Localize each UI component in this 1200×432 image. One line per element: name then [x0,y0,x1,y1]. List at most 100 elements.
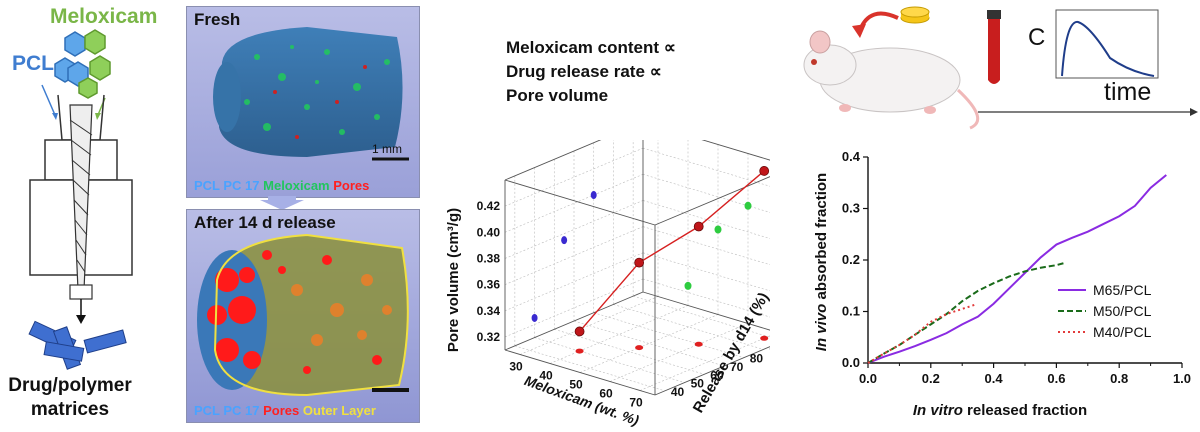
grid-line [504,174,644,233]
legend-pores: Pores [333,178,370,193]
chart2d-axes: 0.0 0.2 0.4 0.6 0.8 1.0 0.0 0.1 0.2 0.3 0.4 [842,149,1191,386]
extruder-schematic [28,29,133,370]
projection-point-yz [531,313,538,322]
y-tick-label: 90 [769,343,770,357]
meloxicam-hexagons-icon [78,29,111,99]
x-tick-label: 0.8 [1110,371,1128,386]
ylabel-italic: In vivo [813,304,830,352]
after-legend: PCL PC 17 Pores Outer Layer [194,403,376,418]
z-tick-label: 0.32 [477,330,501,344]
data-point [693,221,704,232]
legend-pcl: PCL PC 17 [194,178,260,193]
caption-line1: Drug/polymer [8,375,132,396]
chart3d-frame [504,140,770,396]
mouse-icon [803,30,980,130]
xlabel-italic: In vitro [913,402,963,419]
projection-point-yz [590,191,597,200]
pk-illustration [803,6,1198,130]
blood-tube-icon [987,10,1001,84]
x-tick-label: 0.0 [859,371,877,386]
z-tick-label: 0.36 [477,278,501,292]
panel-after-release: After 14 d release PCL PC 17 Pores Outer… [186,209,420,423]
grid-line [609,323,749,382]
meloxicam-label: Meloxicam [50,5,158,28]
legend-pores: Pores [263,403,300,418]
chart2d-xlabel: In vitro released fraction [913,402,1087,419]
y-tick-label: 80 [750,352,764,366]
grid-line [504,252,644,312]
after-tomogram-image [197,233,409,397]
data-point [759,166,770,176]
pcl-hexagons-icon [54,31,89,87]
projection-point-xy [760,335,769,341]
ivivc-line-chart: 0.0 0.2 0.4 0.6 0.8 1.0 0.0 0.1 0.2 0.3 0.4 M65/PC… [813,149,1191,419]
axis-edge [504,140,602,181]
y-tick-label: 50 [691,377,705,391]
legend-label: M65/PCL [1093,282,1152,298]
y-tick-label: 0.0 [842,355,860,370]
x-tick-label: 70 [629,396,643,410]
z-tick-label: 0.42 [477,199,501,213]
pore-volume-3d-chart: 0.32 0.34 0.36 0.38 0.40 0.42 30 40 50 60 70 40 50 60… [445,140,770,429]
fresh-legend: PCL PC 17 Meloxicam Pores [194,178,369,193]
legend-outer-layer: Outer Layer [302,403,376,418]
series-line-m40-pcl [867,303,976,364]
x-tick-label: 0.6 [1047,371,1065,386]
chart3d-zlabel: Pore volume (cm³/g) [445,208,462,352]
chart2d-legend: M65/PCL M50/PCL M40/PCL [1058,282,1152,340]
axis-edge [642,291,770,331]
y-tick-label: 0.4 [842,149,861,164]
y-tick-label: 0.3 [842,201,860,216]
series-line-m50-pcl [867,261,1067,364]
projection-point-xy [635,345,644,351]
x-tick-label: 60 [599,387,613,401]
y-tick-label: 0.2 [842,252,860,267]
projection-point-xy [575,348,584,354]
axis-edge [504,179,656,226]
axis-edge [504,349,656,396]
x-tick-label: 1.0 [1173,371,1191,386]
down-arrow-icon [260,196,304,210]
axis-edge [504,291,644,351]
chart2d-ylabel: In vivo absorbed fraction [813,173,830,351]
legend-pcl: PCL PC 17 [194,403,260,418]
projection-point-xz [714,225,722,234]
relation-line-2: Drug release rate ∝ [506,62,662,81]
projection-point-xy [694,341,703,347]
z-tick-label: 0.40 [477,225,501,239]
ylabel-rest: absorbed fraction [813,173,830,304]
legend-label: M40/PCL [1093,324,1152,340]
fresh-tomogram-image [213,27,409,161]
grid-line [504,226,644,285]
grid-line [504,200,644,259]
chart3d-marks [531,166,770,354]
grid-line [504,147,644,207]
xlabel-rest: released fraction [963,402,1087,419]
grid-line [639,335,770,391]
projection-point-yz [561,236,568,245]
z-tick-label: 0.34 [477,304,501,318]
grid-line [519,296,659,355]
grid-line [642,252,770,292]
z-tick-label: 0.38 [477,251,501,265]
x-tick-label: 50 [569,378,583,392]
caption-line2: matrices [30,399,110,420]
concentration-label: C [1028,24,1046,51]
time-label: time [1104,78,1152,106]
after-title: After 14 d release [194,213,336,232]
legend-meloxicam: Meloxicam [263,178,330,193]
pore-volume-trend-line [579,170,765,332]
grid-line [579,314,719,373]
y-tick-label: 40 [671,385,685,399]
x-tick-label: 0.4 [985,371,1004,386]
axis-edge [654,176,770,226]
y-tick-label: 70 [730,360,744,374]
data-point [574,326,585,337]
grid-line [642,147,770,187]
scale-bar-label: 1 mm [372,142,402,156]
axis-edge [654,346,770,396]
x-tick-label: 0.2 [922,371,940,386]
relation-line-1: Meloxicam content ∝ [506,38,676,57]
grid-line [504,278,644,338]
y-tick-label: 0.1 [842,304,860,319]
